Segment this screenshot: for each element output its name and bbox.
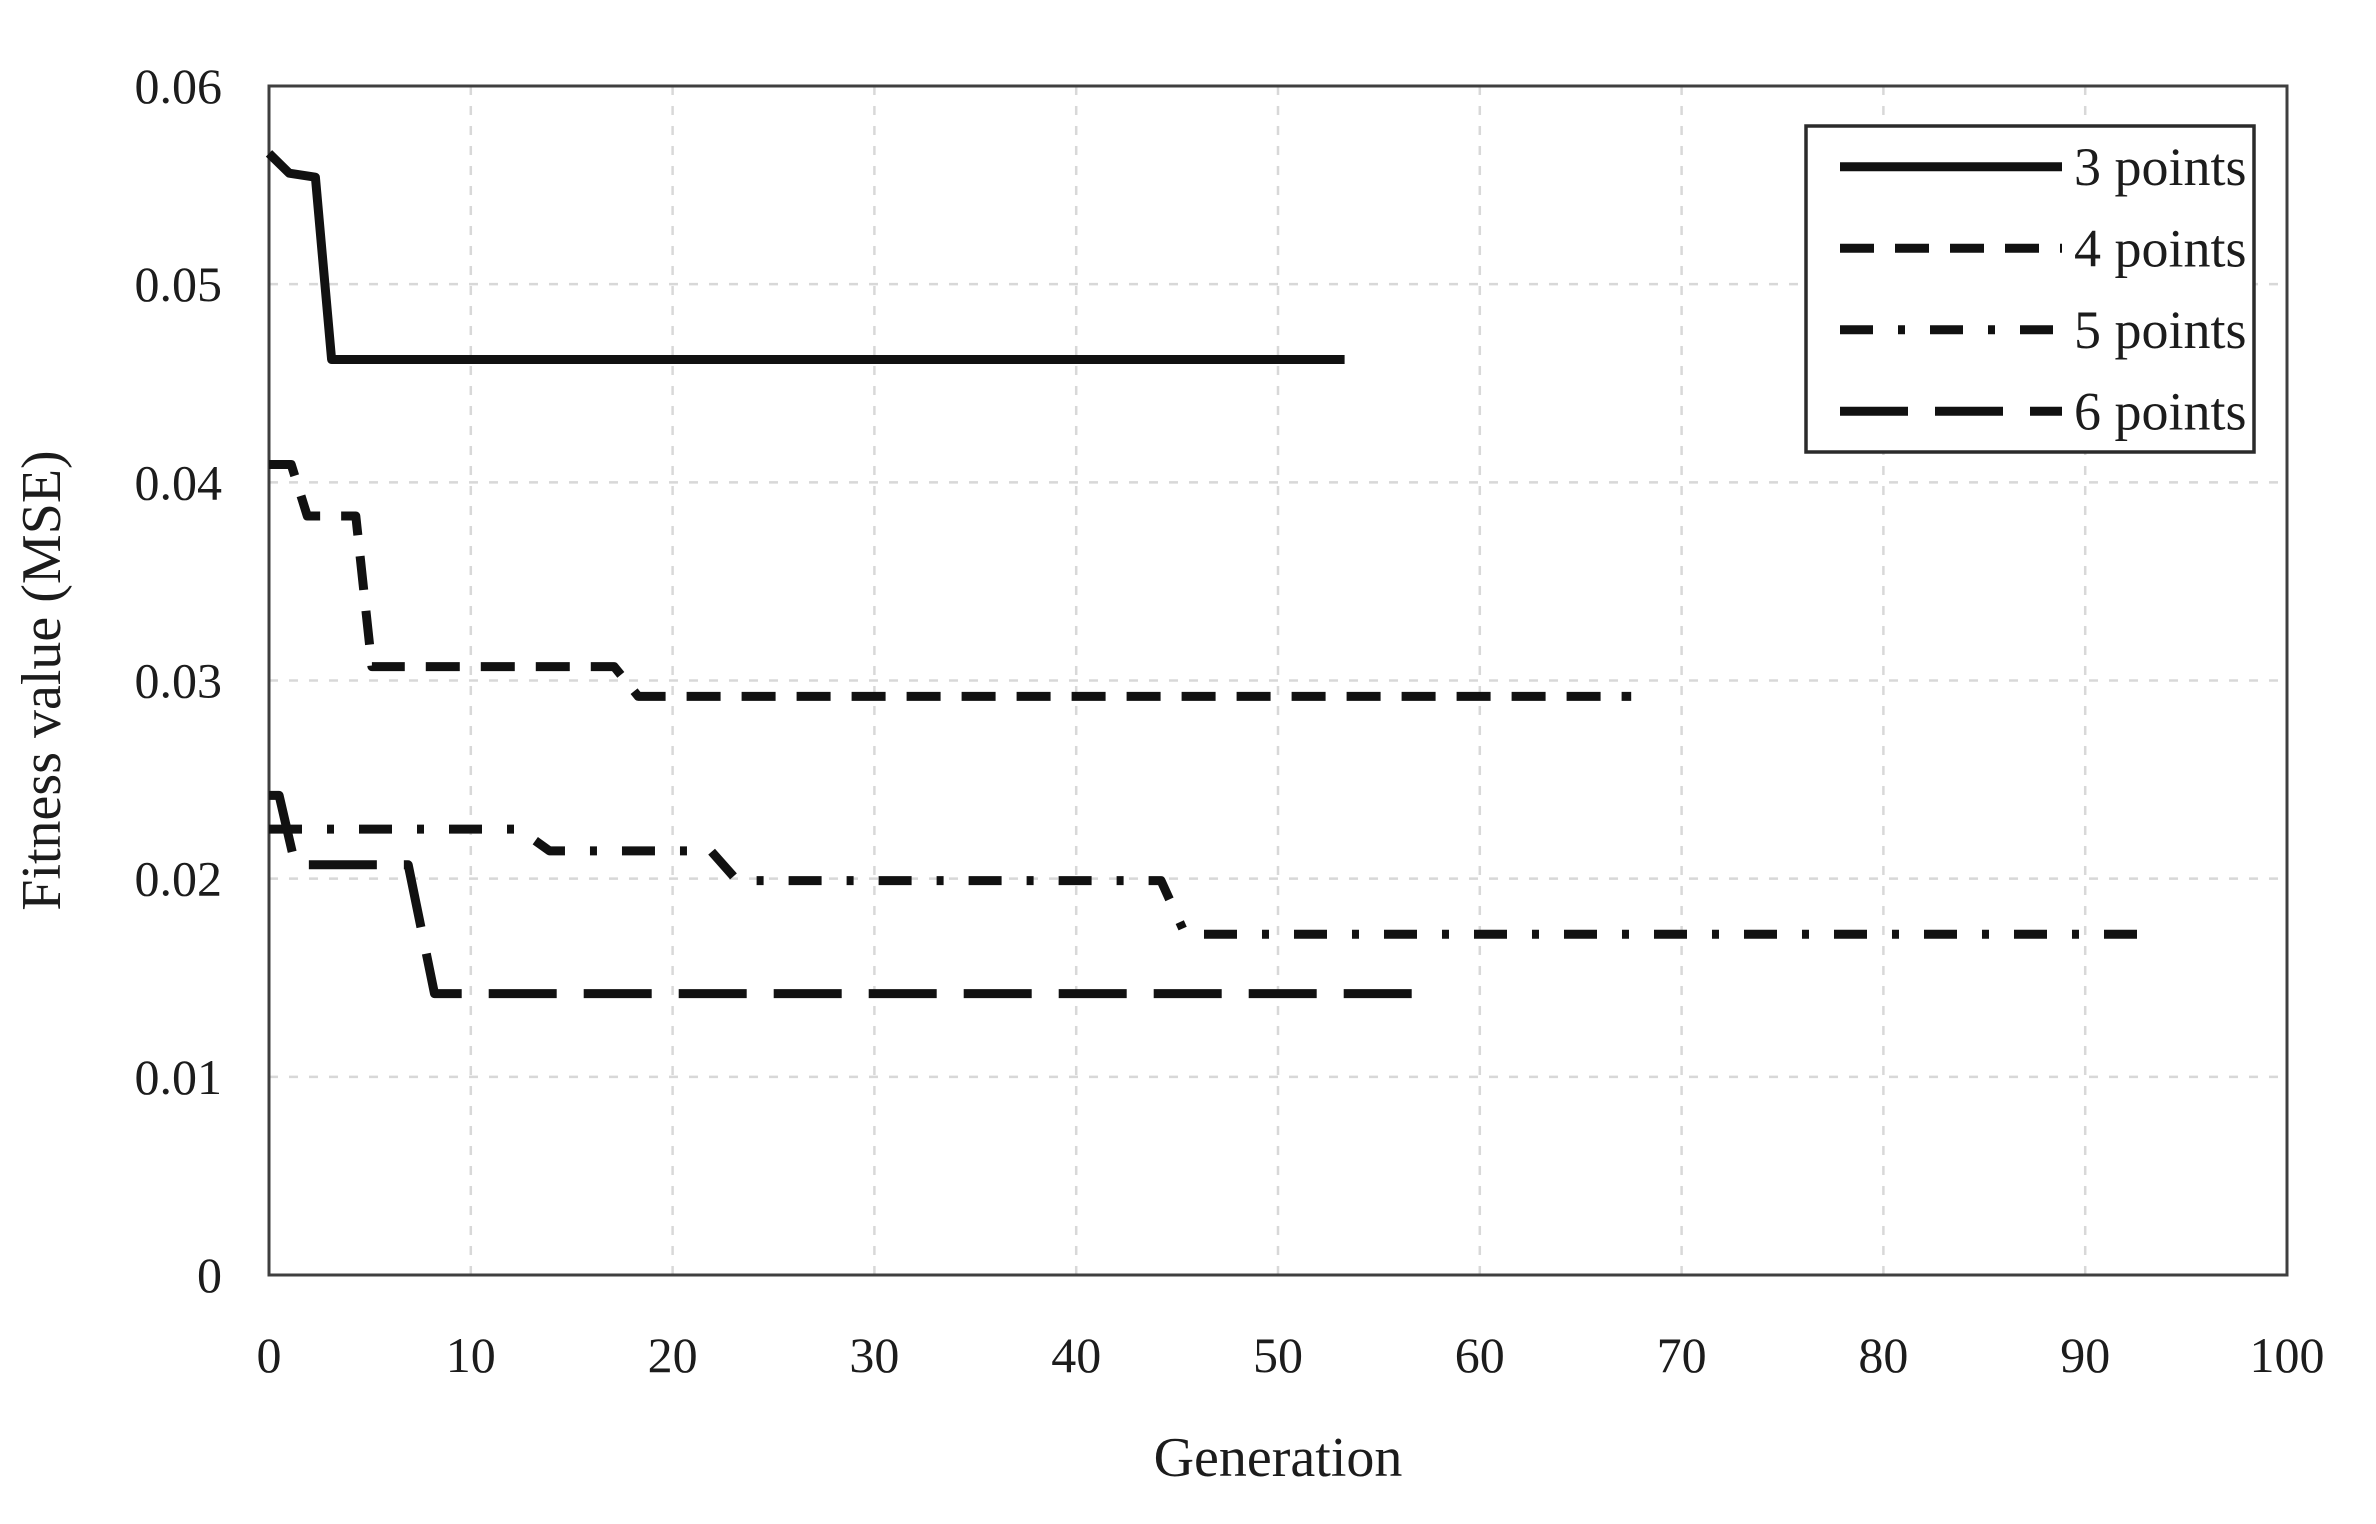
y-tick-label: 0.06 bbox=[135, 58, 223, 114]
legend-label: 4 points bbox=[2074, 218, 2247, 278]
y-axis-title: Fitness value (MSE) bbox=[11, 450, 73, 910]
series-line-4-points bbox=[269, 460, 1632, 701]
legend-label: 5 points bbox=[2074, 300, 2247, 360]
legend-label: 3 points bbox=[2074, 137, 2247, 197]
y-tick-label: 0.01 bbox=[135, 1049, 223, 1105]
legend-label: 6 points bbox=[2074, 381, 2247, 441]
x-tick-label: 100 bbox=[2250, 1327, 2325, 1383]
x-tick-label: 30 bbox=[849, 1327, 899, 1383]
y-tick-label: 0.04 bbox=[135, 454, 223, 510]
series-line-3-points bbox=[265, 150, 1345, 364]
x-tick-label: 50 bbox=[1253, 1327, 1303, 1383]
legend-box bbox=[1804, 124, 2256, 454]
x-axis-title: Generation bbox=[1154, 1427, 1403, 1489]
x-tick-label: 90 bbox=[2060, 1327, 2110, 1383]
y-tick-label: 0.05 bbox=[135, 256, 223, 312]
plot-border bbox=[267, 84, 2289, 1277]
x-tick-label: 60 bbox=[1455, 1327, 1505, 1383]
series-line-5-points bbox=[269, 824, 2156, 939]
x-tick-label: 20 bbox=[648, 1327, 698, 1383]
x-tick-label: 40 bbox=[1051, 1327, 1101, 1383]
y-tick-label: 0.03 bbox=[135, 653, 223, 709]
x-tick-label: 0 bbox=[257, 1327, 282, 1383]
series-line-6-points bbox=[269, 790, 1430, 999]
y-tick-label: 0.02 bbox=[135, 851, 223, 907]
x-tick-label: 80 bbox=[1858, 1327, 1908, 1383]
x-tick-label: 10 bbox=[446, 1327, 496, 1383]
y-tick-label: 0 bbox=[197, 1247, 222, 1303]
x-tick-label: 70 bbox=[1657, 1327, 1707, 1383]
